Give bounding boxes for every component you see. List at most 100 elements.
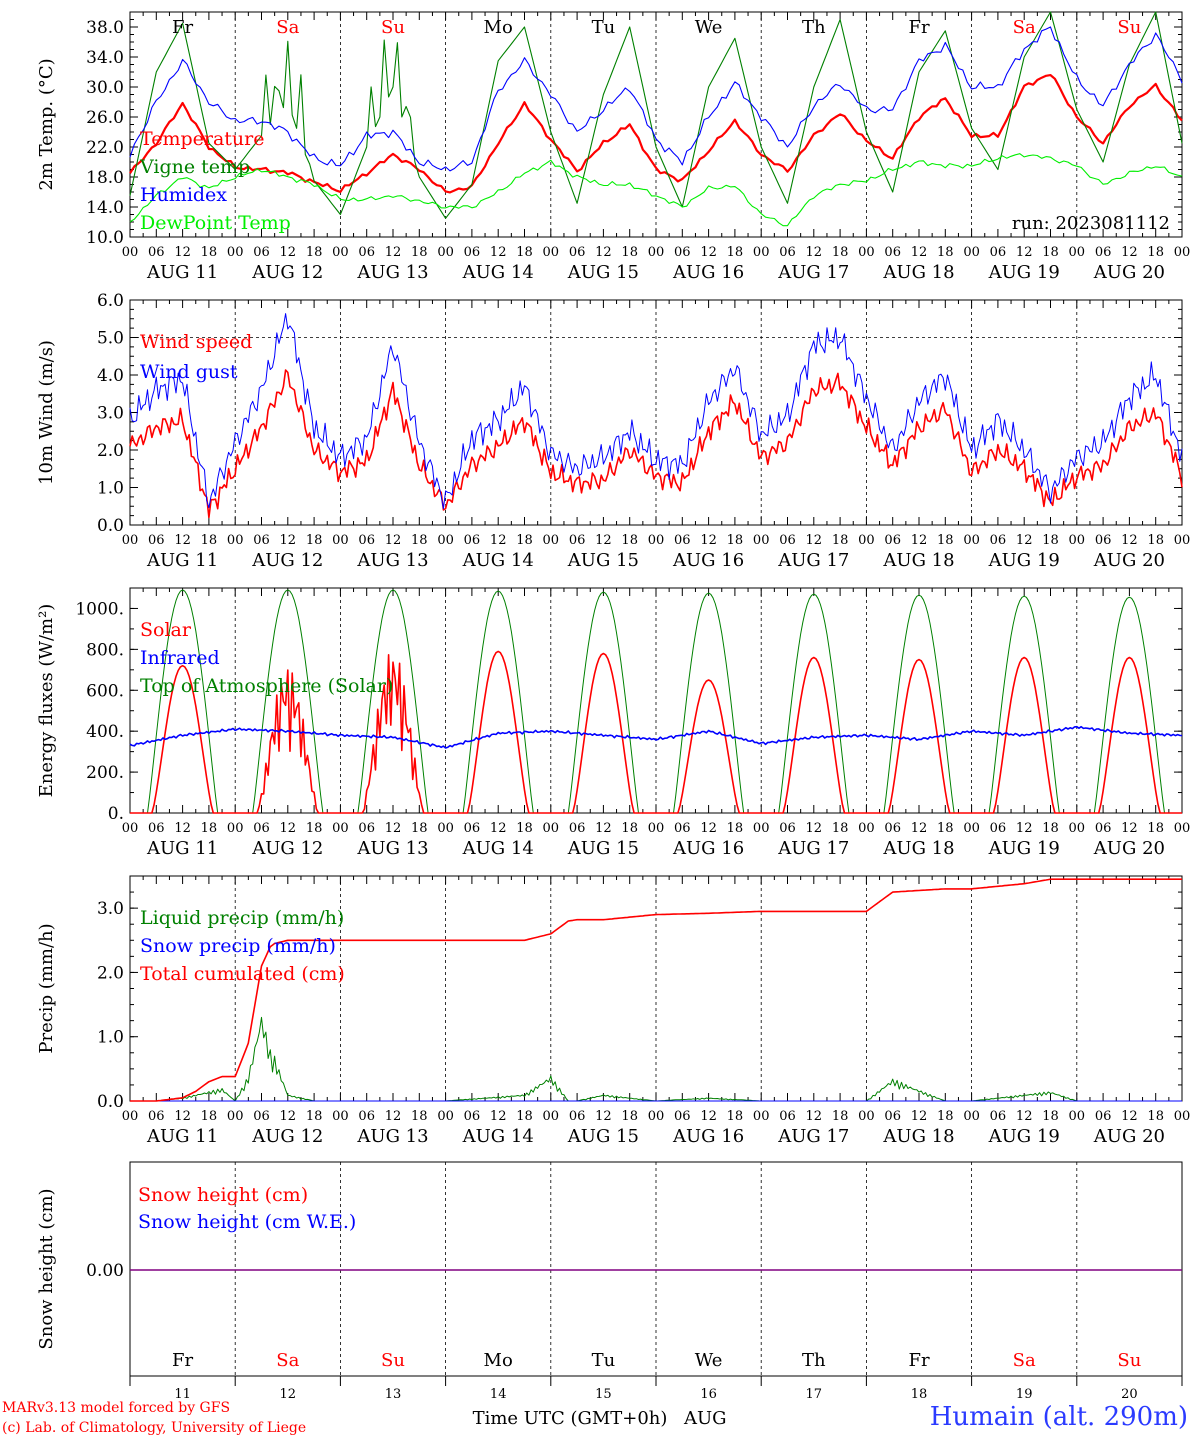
hour-tick-label: 18 bbox=[727, 821, 744, 836]
hour-tick-label: 18 bbox=[832, 245, 849, 260]
hour-tick-label: 12 bbox=[806, 1109, 823, 1124]
hour-tick-label: 00 bbox=[858, 245, 875, 260]
hour-tick-label: 00 bbox=[543, 533, 560, 548]
hour-tick-label: 00 bbox=[122, 533, 139, 548]
date-label: AUG 19 bbox=[988, 262, 1060, 283]
date-label: AUG 14 bbox=[462, 838, 534, 859]
hour-tick-label: 00 bbox=[437, 533, 454, 548]
hour-tick-label: 00 bbox=[437, 821, 454, 836]
hour-tick-label: 00 bbox=[543, 821, 560, 836]
y-tick-label: 400. bbox=[86, 722, 124, 742]
hour-tick-label: 06 bbox=[674, 821, 691, 836]
hour-tick-label: 06 bbox=[569, 821, 586, 836]
hour-tick-label: 18 bbox=[411, 821, 428, 836]
hour-tick-label: 06 bbox=[674, 1109, 691, 1124]
hour-tick-label: 00 bbox=[1069, 533, 1086, 548]
weekday-label: Tu bbox=[592, 1350, 616, 1371]
hour-tick-label: 06 bbox=[779, 821, 796, 836]
y-tick-label: 0.00 bbox=[86, 1261, 124, 1281]
hour-tick-label: 18 bbox=[201, 821, 218, 836]
y-axis-label: Snow height (cm) bbox=[36, 1188, 57, 1349]
hour-tick-label: 18 bbox=[1042, 821, 1059, 836]
series-total-cumulated-cm- bbox=[130, 878, 1182, 1102]
date-label: AUG 15 bbox=[567, 1126, 639, 1147]
hour-tick-label: 12 bbox=[1121, 821, 1138, 836]
y-tick-label: 2.0 bbox=[97, 963, 124, 983]
hour-tick-label: 00 bbox=[1174, 245, 1191, 260]
y-tick-label: 0.0 bbox=[97, 516, 124, 536]
hour-tick-label: 18 bbox=[411, 533, 428, 548]
date-label: AUG 12 bbox=[251, 550, 323, 571]
weekday-label: Sa bbox=[1013, 1350, 1036, 1371]
legend-entry: Solar bbox=[140, 619, 192, 641]
weekday-label: Fr bbox=[908, 17, 929, 38]
hour-tick-label: 06 bbox=[779, 245, 796, 260]
hour-tick-label: 00 bbox=[437, 245, 454, 260]
hour-tick-label: 00 bbox=[122, 821, 139, 836]
x-axis-label: Time UTC (GMT+0h) bbox=[473, 1408, 668, 1429]
hour-tick-label: 06 bbox=[990, 245, 1007, 260]
hour-tick-label: 12 bbox=[911, 1109, 928, 1124]
hour-tick-label: 00 bbox=[648, 245, 665, 260]
hour-tick-label: 12 bbox=[174, 821, 191, 836]
weekday-label: Mo bbox=[484, 1350, 513, 1371]
hour-tick-label: 18 bbox=[201, 533, 218, 548]
hour-tick-label: 06 bbox=[1095, 821, 1112, 836]
y-tick-label: 1.0 bbox=[97, 1028, 124, 1048]
hour-tick-label: 12 bbox=[174, 245, 191, 260]
legend-entry: Wind speed bbox=[140, 331, 252, 353]
hour-tick-label: 18 bbox=[1147, 533, 1164, 548]
date-label: AUG 13 bbox=[356, 838, 428, 859]
hour-tick-label: 00 bbox=[227, 533, 244, 548]
y-tick-label: 18.0 bbox=[86, 168, 124, 188]
hour-tick-label: 06 bbox=[674, 245, 691, 260]
panel-frame bbox=[129, 587, 1183, 814]
date-label: AUG 13 bbox=[356, 550, 428, 571]
y-axis-label: 10m Wind (m/s) bbox=[36, 340, 57, 485]
hour-tick-label: 06 bbox=[884, 533, 901, 548]
hour-tick-label: 12 bbox=[595, 1109, 612, 1124]
hour-tick-label: 18 bbox=[1147, 1109, 1164, 1124]
hour-tick-label: 06 bbox=[358, 1109, 375, 1124]
weekday-label: Su bbox=[381, 1350, 405, 1371]
hour-tick-label: 18 bbox=[411, 245, 428, 260]
y-tick-label: 200. bbox=[86, 763, 124, 783]
date-label: AUG 16 bbox=[672, 1126, 744, 1147]
hour-tick-label: 06 bbox=[253, 533, 270, 548]
hour-tick-label: 06 bbox=[674, 533, 691, 548]
series-vigne-temp bbox=[129, 11, 1183, 219]
series-temperature bbox=[129, 73, 1183, 194]
weekday-label: Su bbox=[1117, 17, 1141, 38]
y-tick-label: 800. bbox=[86, 640, 124, 660]
hour-tick-label: 00 bbox=[963, 245, 980, 260]
hour-tick-label: 06 bbox=[464, 533, 481, 548]
hour-tick-label: 06 bbox=[253, 821, 270, 836]
date-label: AUG 16 bbox=[672, 550, 744, 571]
day-number-label: 11 bbox=[174, 1387, 191, 1402]
y-tick-label: 1000. bbox=[75, 599, 124, 619]
y-tick-label: 5.0 bbox=[97, 329, 124, 349]
hour-tick-label: 12 bbox=[174, 533, 191, 548]
hour-tick-label: 18 bbox=[727, 533, 744, 548]
hour-tick-label: 06 bbox=[148, 1109, 165, 1124]
hour-tick-label: 06 bbox=[884, 1109, 901, 1124]
y-axis-label: Precip (mm/h) bbox=[36, 923, 57, 1053]
hour-tick-label: 00 bbox=[858, 1109, 875, 1124]
hour-tick-label: 00 bbox=[648, 533, 665, 548]
hour-tick-label: 12 bbox=[911, 245, 928, 260]
legend-entry: Infrared bbox=[140, 647, 220, 669]
hour-tick-label: 06 bbox=[990, 821, 1007, 836]
hour-tick-label: 06 bbox=[253, 245, 270, 260]
panel-1: 00 06 12 18 AUG 11 00 06 12 18 AUG 12 00 06 12 18 AUG … bbox=[36, 11, 1191, 283]
hour-tick-label: 06 bbox=[1095, 1109, 1112, 1124]
hour-tick-label: 06 bbox=[148, 245, 165, 260]
y-tick-label: 1.0 bbox=[97, 479, 124, 499]
weekday-label: Su bbox=[381, 17, 405, 38]
hour-tick-label: 12 bbox=[385, 533, 402, 548]
hour-tick-label: 06 bbox=[358, 533, 375, 548]
panel-3: 00 06 12 18 AUG 11 00 06 12 18 AUG 12 00 06 12 18 AUG … bbox=[36, 587, 1190, 859]
hour-tick-label: 06 bbox=[569, 533, 586, 548]
hour-tick-label: 00 bbox=[437, 1109, 454, 1124]
hour-tick-label: 12 bbox=[700, 245, 717, 260]
date-label: AUG 19 bbox=[988, 550, 1060, 571]
